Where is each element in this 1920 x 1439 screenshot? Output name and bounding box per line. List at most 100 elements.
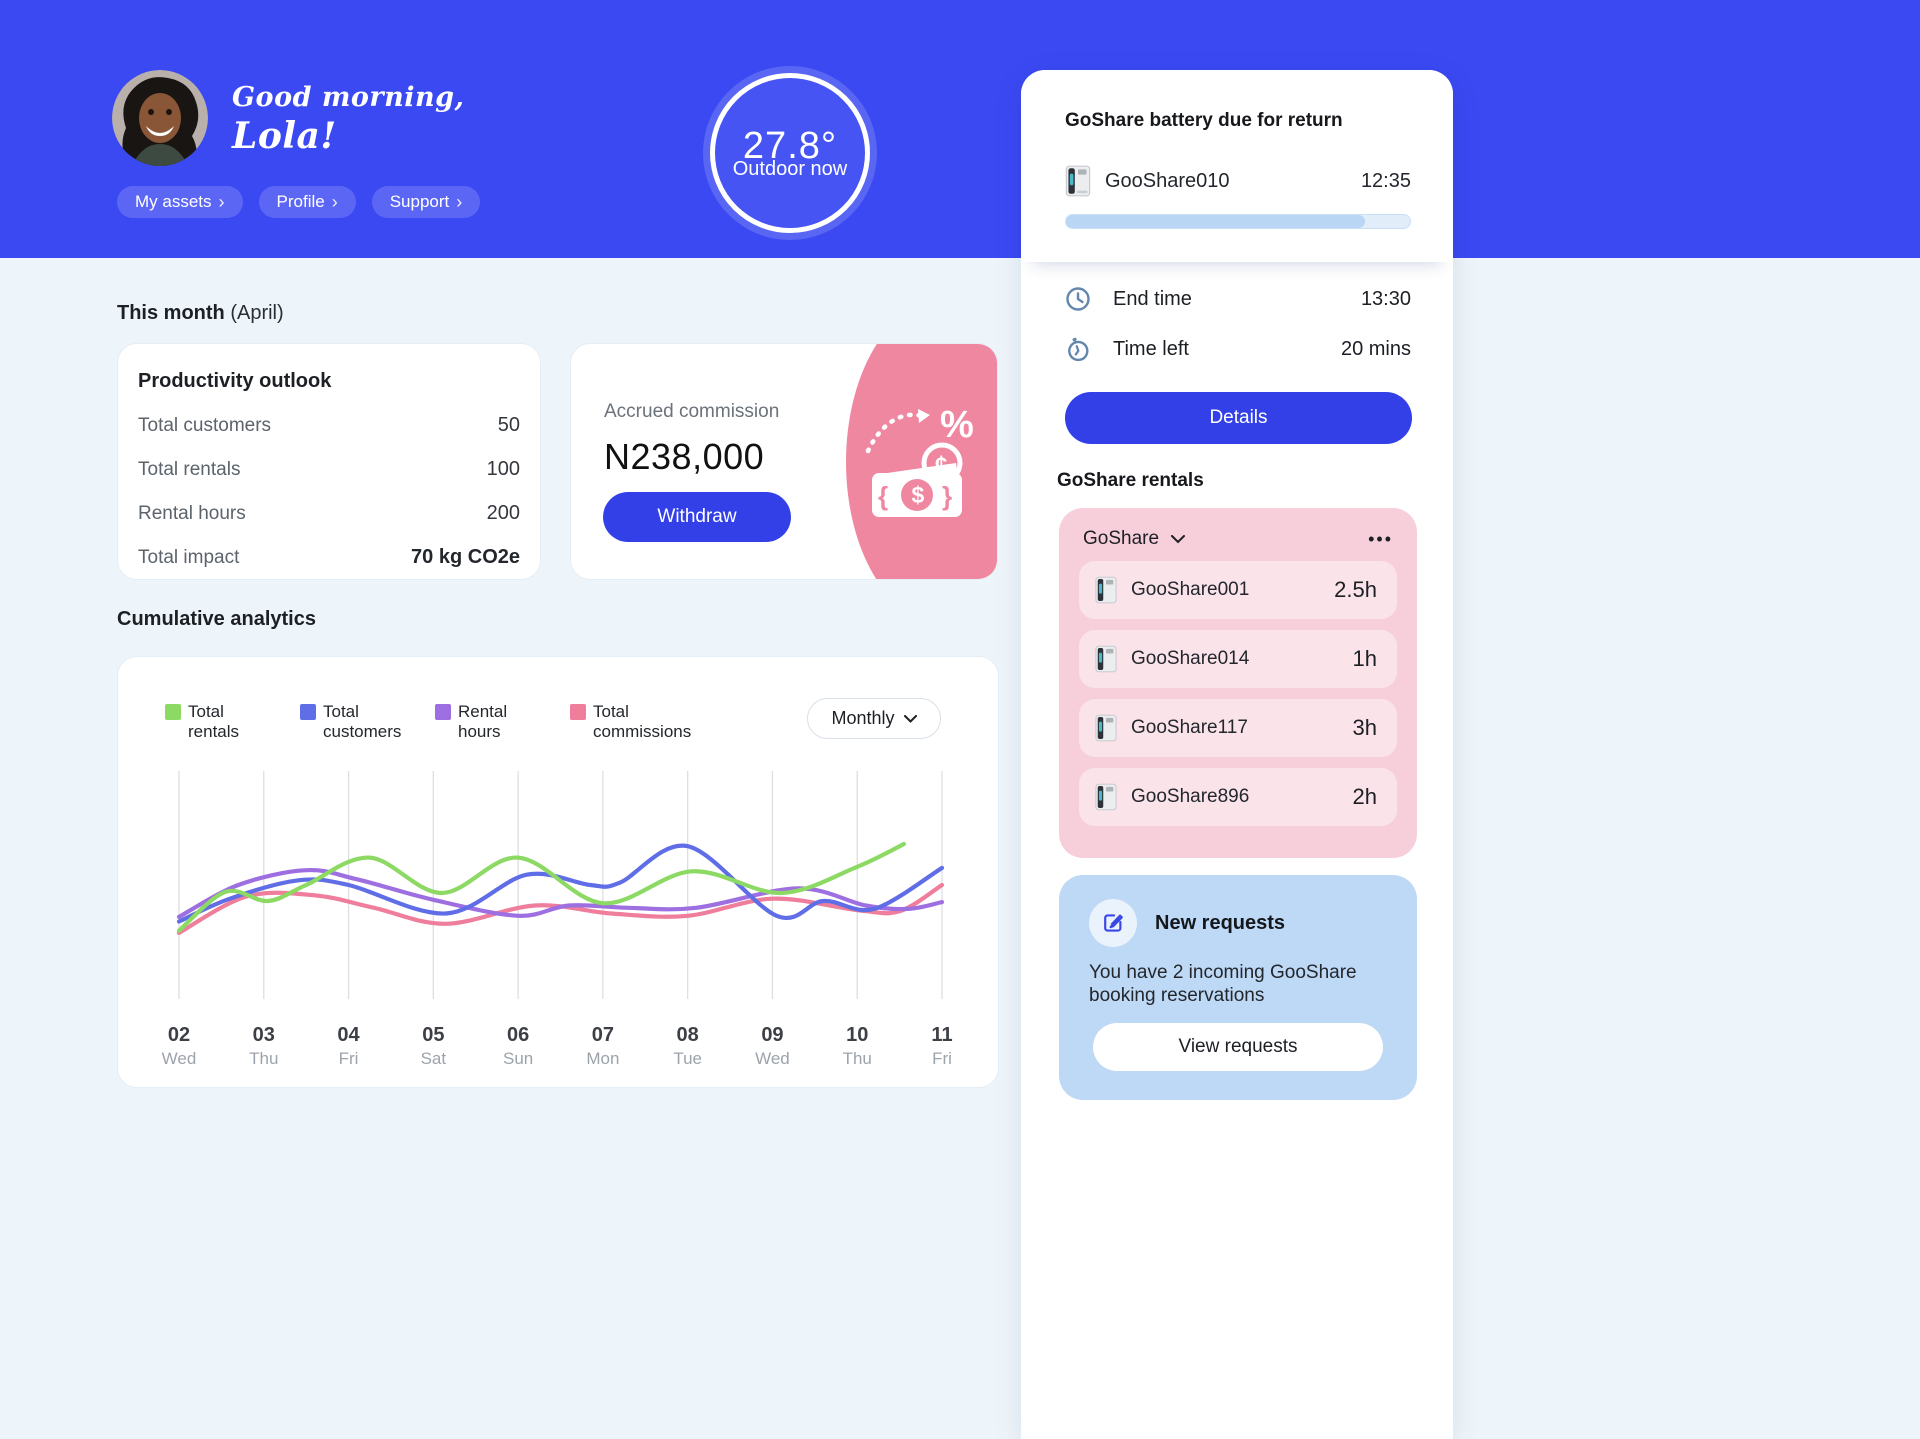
stat-value: 50 [497,414,520,436]
analytics-section-title: Cumulative analytics [117,608,316,630]
new-requests-header: New requests [1089,899,1387,947]
rentals-card-header: GoShare ••• [1079,528,1397,550]
series-line-total-customers [176,843,945,924]
nav-support-label: Support [389,192,450,211]
legend-swatch-purple [435,704,451,720]
legend-label: Rental hours [458,702,508,742]
edit-pen-icon [1104,914,1123,932]
chevron-right-icon: › [456,191,463,212]
stat-label: Rental hours [138,503,246,524]
chevron-down-icon [903,714,917,723]
x-axis-tick-number: 11 [931,1024,952,1046]
x-axis-tick-number: 04 [337,1024,360,1046]
svg-text:}: } [942,481,952,511]
new-requests-card: New requests You have 2 incoming GooShar… [1059,875,1417,1100]
x-axis-tick-day: Wed [755,1049,790,1068]
greeting-line1: Good morning, [232,82,465,113]
nav-my-assets[interactable]: My assets › [117,186,243,218]
legend-label: Total commissions [593,702,692,742]
battery-due-card: GoShare battery due for return GooShare0… [1021,70,1453,262]
stat-row: Rental hours 200 [138,502,520,525]
stopwatch-icon [1068,337,1089,362]
chevron-down-icon[interactable] [1171,534,1186,544]
chevron-right-icon: › [331,191,338,212]
x-axis-tick-number: 02 [168,1024,190,1046]
stat-row: Total rentals 100 [138,458,520,481]
outdoor-temperature-widget: 27.8° Outdoor now [710,73,870,233]
x-axis-tick-day: Mon [586,1049,619,1068]
rental-hours: 3h [1352,715,1377,740]
stat-value: 200 [486,502,520,524]
legend-item: Rental hours [435,702,542,742]
rental-name: GooShare896 [1131,786,1250,807]
ellipsis-menu-icon[interactable]: ••• [1368,528,1393,549]
svg-text:$: $ [912,482,925,508]
svg-text:{: { [878,481,888,511]
chevron-right-icon: › [218,191,225,212]
x-axis-tick-day: Sun [503,1049,533,1068]
time-left-row: Time left 20 mins [1021,336,1453,362]
analytics-chart-card: 02 Wed 03 Thu 04 Fri 05 Sat 06 Sun 07 Mon 08 Tue 09 Wed… [117,656,999,1088]
series-line-total-rentals [176,841,906,933]
legend-swatch-green [165,704,181,720]
x-axis-tick-day: Fri [339,1049,359,1068]
new-requests-body: You have 2 incoming GooShare booking res… [1089,962,1357,1007]
commission-amount: N238,000 [604,436,765,477]
edit-icon-circle [1089,899,1137,947]
stat-value: 100 [486,458,520,480]
details-button[interactable]: Details [1065,392,1412,444]
nav-profile-label: Profile [276,192,325,211]
legend-label: Total customers [323,702,402,742]
rental-hours: 2h [1352,784,1377,809]
battery-progress-fill [1066,215,1366,228]
greeting-line2: Lola! [232,115,337,157]
time-left-label: Time left [1113,337,1189,360]
avatar-illustration [112,70,208,166]
temperature-label: Outdoor now [732,158,848,180]
stat-row: Total customers 50 [138,414,520,437]
rental-row[interactable]: GooShare014 1h [1079,630,1397,688]
rentals-card: GoShare ••• GooShare001 2.5h GooShare014… [1059,508,1417,858]
rental-row[interactable]: GooShare117 3h [1079,699,1397,757]
x-axis-tick-day: Fri [932,1049,952,1068]
legend-item: Total rentals [165,702,272,742]
rental-row[interactable]: GooShare001 2.5h [1079,561,1397,619]
clock-icon [1066,287,1090,311]
legend-swatch-blue [300,704,316,720]
stat-label: Total impact [138,547,240,568]
x-axis-tick-day: Tue [673,1049,702,1068]
x-axis-tick-number: 05 [422,1024,444,1046]
view-requests-button[interactable]: View requests [1093,1023,1383,1072]
battery-device-name: GooShare010 [1105,169,1230,192]
legend-swatch-pink [570,704,586,720]
month-title-text: This month [117,302,225,324]
nav-profile[interactable]: Profile › [258,186,356,218]
withdraw-button[interactable]: Withdraw [603,492,791,542]
header-nav: My assets › Profile › Support › [117,186,481,218]
x-axis-tick-number: 09 [761,1024,783,1046]
chart-legend: Total rentals Total customers Rental hou… [165,702,705,742]
legend-item: Total customers [300,702,407,742]
power-station-icon [1065,165,1091,197]
right-panel: GoShare battery due for return GooShare0… [1021,70,1453,1439]
legend-item: Total commissions [570,702,692,742]
rental-row[interactable]: GooShare896 2h [1079,768,1397,826]
battery-device-row[interactable]: GooShare010 12:35 [1065,164,1411,198]
end-time-row: End time 13:30 [1021,286,1453,312]
stat-value: 70 kg CO2e [411,546,520,568]
svg-text:%: % [940,404,974,446]
productivity-card: Productivity outlook Total customers 50 … [117,343,541,580]
x-axis-tick-number: 08 [677,1024,699,1046]
rental-hours: 2.5h [1334,577,1377,602]
x-axis-tick-number: 06 [507,1024,529,1046]
range-select-dropdown[interactable]: Monthly [807,698,941,739]
stat-label: Total rentals [138,459,241,480]
stat-label: Total customers [138,415,272,436]
time-left-value: 20 mins [1340,337,1411,360]
rentals-heading: GoShare rentals [1057,470,1204,491]
x-axis-tick-day: Thu [843,1049,872,1068]
nav-support[interactable]: Support › [371,186,481,218]
avatar[interactable] [112,70,208,166]
pink-blob-decoration [846,344,997,579]
series-line-rental-hours [176,868,945,919]
